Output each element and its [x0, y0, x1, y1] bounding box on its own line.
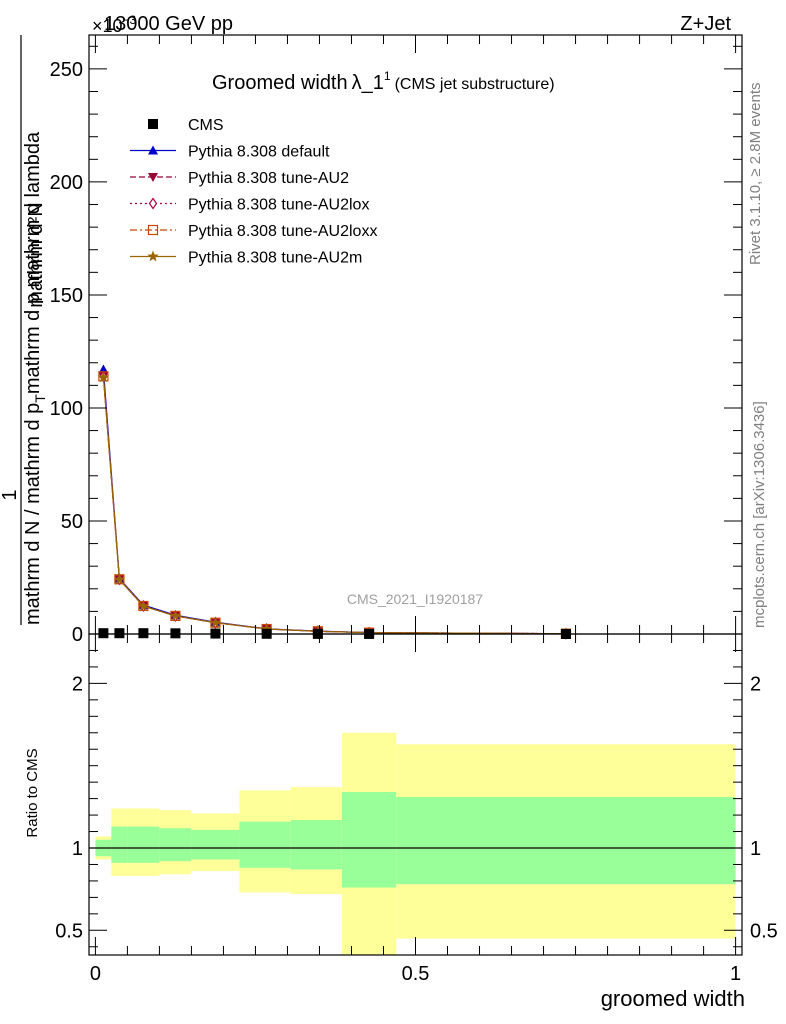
- legend-marker: [148, 197, 158, 210]
- main-ylabel: mathrm d²N 1 mathrm d N / mathrm d pTmat…: [0, 35, 48, 625]
- ratio-y-tick-label-right: 1: [750, 838, 761, 860]
- rivet-label: Rivet 3.1.10, ≥ 2.8M events: [747, 83, 764, 266]
- main-frame: [88, 34, 743, 635]
- ratio-panel: 0.5 0.5 1 1 2 2 0 0.5 1: [55, 633, 778, 985]
- series-line-1: [102, 376, 566, 635]
- ratio-green-band: [341, 792, 397, 888]
- main-series: [97, 364, 572, 640]
- legend-label: Pythia 8.308 tune-AU2loxx: [188, 223, 377, 240]
- legend: CMS Pythia 8.308 default Pythia 8.308 tune…: [130, 117, 377, 267]
- ratio-green-band: [239, 821, 291, 868]
- ratio-green-band: [127, 826, 160, 863]
- chart-title: Groomed width λ_11 (CMS jet substructure): [212, 69, 555, 94]
- ylabel-one: 1: [0, 489, 21, 500]
- series-point-4: [137, 600, 150, 612]
- legend-marker: [148, 119, 158, 129]
- xlabel: groomed width: [601, 986, 745, 1011]
- y-tick-label: 100: [50, 398, 83, 420]
- legend-label: Pythia 8.308 default: [188, 144, 330, 161]
- ratio-green-band: [111, 826, 128, 863]
- x-tick-label: 0: [90, 963, 101, 985]
- ratio-y-tick-label-right: 2: [750, 673, 761, 695]
- ratio-y-tick-label-right: 0.5: [750, 920, 778, 942]
- series-point-4: [97, 371, 110, 383]
- y-tick-label: 250: [50, 59, 83, 81]
- ratio-y-tick-label: 2: [72, 673, 83, 695]
- header-process: Z+Jet: [680, 13, 731, 35]
- data-point: [138, 628, 149, 639]
- y-tick-label: 150: [50, 285, 83, 307]
- legend-label: Pythia 8.308 tune-AU2lox: [188, 197, 369, 214]
- ylabel-denominator: mathrm d N / mathrm d pTmathrm d p mathr…: [22, 131, 48, 625]
- legend-marker: [147, 250, 159, 262]
- series-line-2: [102, 376, 566, 635]
- legend-marker: [148, 145, 158, 155]
- analysis-label: CMS_2021_I1920187: [347, 591, 483, 607]
- ratio-green-band: [191, 829, 240, 860]
- legend-marker: [147, 224, 159, 236]
- data-point: [98, 628, 109, 639]
- series-line-0: [102, 369, 566, 635]
- x-tick-label: 0.5: [402, 963, 430, 985]
- legend-label: Pythia 8.308 tune-AU2: [188, 170, 349, 187]
- legend-label: CMS: [188, 117, 224, 134]
- ratio-green-band: [290, 820, 342, 870]
- series-point-4: [209, 616, 222, 628]
- ratio-y-tick-label: 0.5: [55, 920, 83, 942]
- ratio-green-band: [396, 796, 736, 885]
- series-point-4: [260, 623, 273, 634]
- main-panel: 0 50 100 150 200 250: [50, 34, 743, 646]
- header-energy: 13000 GeV pp: [104, 13, 233, 35]
- y-tick-label: 0: [72, 624, 83, 646]
- ylabel-numerator: mathrm d²N: [25, 202, 47, 308]
- mcplots-label: mcplots.cern.ch [arXiv:1306.3436]: [751, 401, 768, 628]
- series-line-4: [102, 377, 566, 635]
- y-tick-label: 200: [50, 172, 83, 194]
- x-tick-label: 1: [730, 963, 741, 985]
- series-point-4: [113, 573, 126, 585]
- data-point: [170, 628, 181, 639]
- legend-marker: [148, 173, 158, 182]
- ratio-ylabel: Ratio to CMS: [24, 748, 41, 837]
- ratio-green-band: [159, 828, 192, 862]
- series-point-4: [169, 609, 182, 621]
- ratio-ticks: 0.5 0.5 1 1 2 2 0 0.5 1: [55, 634, 778, 985]
- main-ticks: 0 50 100 150 200 250: [50, 35, 742, 646]
- series-line-3: [102, 376, 566, 635]
- ratio-bands: [89, 732, 742, 955]
- legend-label: Pythia 8.308 tune-AU2m: [188, 250, 362, 267]
- y-tick-label: 50: [61, 511, 83, 533]
- data-point: [114, 628, 125, 639]
- ratio-y-tick-label: 1: [72, 838, 83, 860]
- exponent-label: ×10−3: [92, 13, 137, 36]
